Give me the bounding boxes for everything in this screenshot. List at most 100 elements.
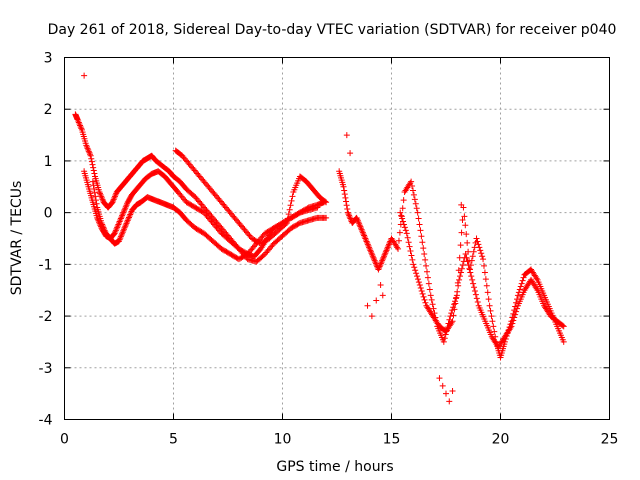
data-point — [288, 197, 295, 204]
data-point — [287, 202, 294, 209]
data-point — [439, 382, 446, 389]
data-point — [117, 215, 124, 222]
data-point — [518, 280, 525, 287]
data-point — [113, 225, 120, 232]
data-point — [109, 199, 116, 206]
data-point — [410, 261, 417, 268]
data-point — [465, 262, 472, 269]
data-point — [414, 273, 421, 280]
data-point — [462, 222, 469, 229]
data-point — [457, 242, 464, 249]
data-point — [347, 215, 354, 222]
x-tick-label: 20 — [492, 432, 510, 448]
axis-ticks — [64, 57, 610, 420]
data-point — [371, 257, 378, 264]
data-point — [87, 151, 94, 158]
data-point — [367, 247, 374, 254]
data-point — [120, 209, 127, 216]
data-point — [410, 191, 417, 198]
data-point — [285, 211, 292, 218]
data-point — [533, 285, 540, 292]
data-point — [98, 193, 105, 200]
data-point — [88, 158, 95, 165]
data-point — [98, 194, 105, 201]
data-point — [520, 274, 527, 281]
data-point — [425, 280, 432, 287]
data-point — [416, 221, 423, 228]
data-point — [119, 230, 126, 237]
data-point — [469, 253, 476, 260]
data-point — [421, 296, 428, 303]
data-point — [81, 72, 88, 79]
data-point — [85, 146, 92, 153]
data-point — [341, 187, 348, 194]
data-point — [459, 262, 466, 269]
data-point — [463, 231, 470, 238]
data-point — [413, 270, 420, 277]
data-point — [474, 238, 481, 245]
data-point — [560, 323, 567, 330]
data-point — [323, 214, 330, 221]
data-point — [400, 197, 407, 204]
data-point — [117, 235, 124, 242]
y-tick-label: -2 — [39, 309, 53, 325]
y-tick-label: 3 — [44, 51, 53, 67]
data-point — [362, 235, 369, 242]
data-point — [92, 193, 99, 200]
data-point — [127, 210, 134, 217]
data-point — [369, 253, 376, 260]
data-point — [473, 295, 480, 302]
data-point — [123, 220, 130, 227]
data-point — [125, 214, 132, 221]
data-point — [122, 205, 129, 212]
data-point — [127, 211, 134, 218]
data-point — [472, 291, 479, 298]
data-point — [484, 289, 491, 296]
data-point — [284, 215, 291, 222]
data-point — [119, 229, 126, 236]
data-point — [422, 299, 429, 306]
data-point — [383, 247, 390, 254]
data-point — [408, 178, 415, 185]
data-point — [124, 217, 131, 224]
data-point — [116, 219, 122, 226]
data-point — [110, 196, 117, 203]
data-point — [395, 237, 402, 244]
x-tick-labels: 0 5 10 15 20 25 — [60, 432, 618, 448]
data-point — [122, 221, 129, 228]
data-point — [470, 280, 477, 287]
data-point — [84, 145, 91, 152]
data-point — [403, 230, 410, 237]
data-point — [424, 268, 431, 275]
data-point — [124, 200, 131, 207]
data-point — [399, 205, 406, 212]
data-point — [86, 149, 93, 156]
data-point — [359, 229, 366, 236]
data-point — [354, 217, 361, 224]
x-tick-label: 25 — [601, 432, 619, 448]
data-point — [467, 269, 474, 276]
data-point — [376, 265, 383, 272]
data-point — [365, 242, 372, 249]
data-point — [399, 215, 406, 222]
data-point — [490, 323, 497, 330]
data-point — [370, 254, 377, 261]
data-point — [454, 288, 461, 295]
data-point — [458, 201, 465, 208]
data-point — [449, 318, 456, 325]
data-point — [74, 116, 81, 123]
data-point — [396, 229, 403, 236]
data-point — [98, 219, 105, 226]
data-point — [369, 251, 376, 258]
data-point — [124, 218, 131, 225]
data-point — [491, 328, 498, 335]
data-point — [118, 232, 125, 239]
y-tick-label: -4 — [39, 413, 53, 429]
data-point — [112, 191, 119, 198]
data-point — [99, 196, 106, 203]
data-point — [400, 218, 407, 225]
data-point — [488, 313, 495, 320]
data-point — [407, 248, 414, 255]
data-point — [358, 226, 365, 233]
data-point — [409, 256, 416, 263]
